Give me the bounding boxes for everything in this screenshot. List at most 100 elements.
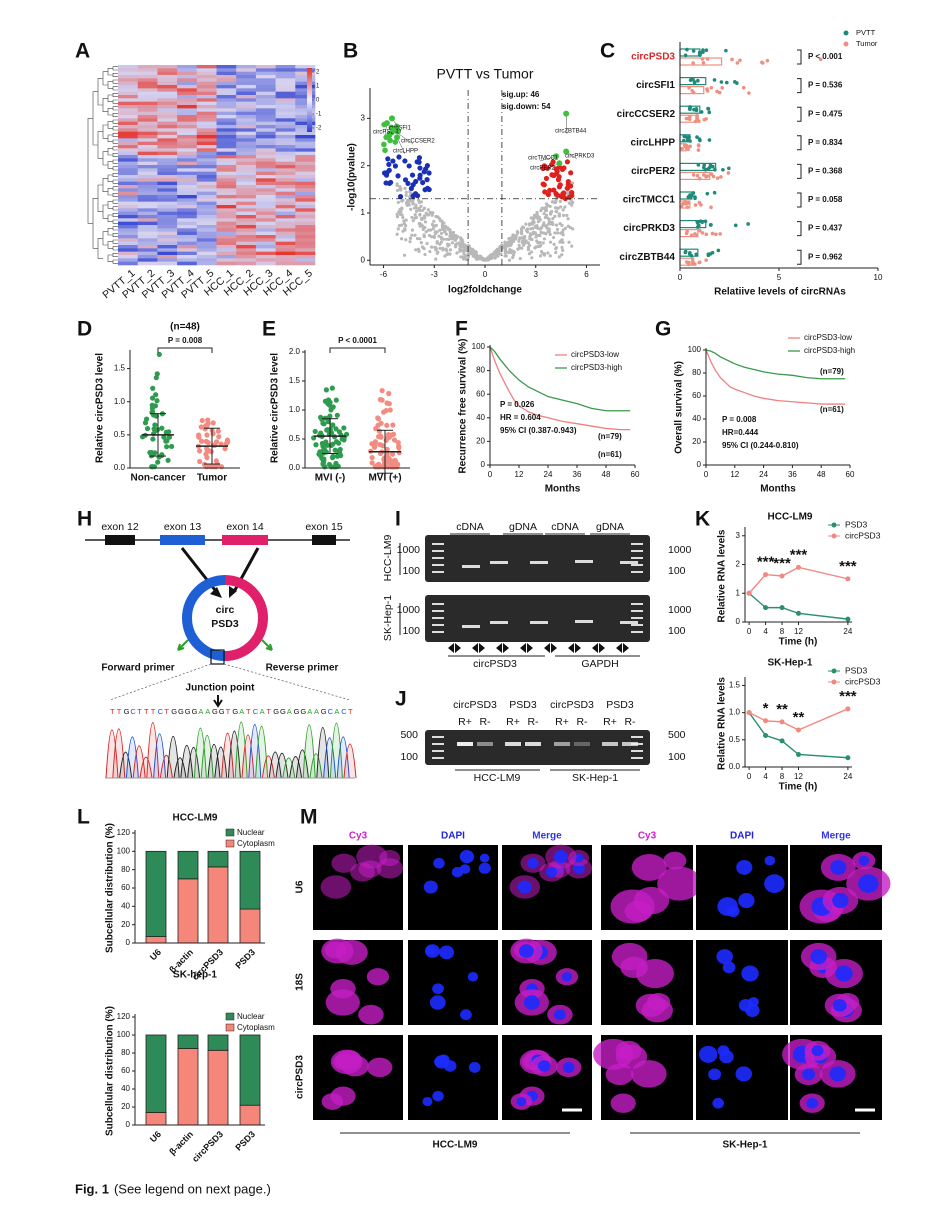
point bbox=[536, 226, 540, 230]
dendrogram-branch bbox=[107, 68, 113, 76]
y-tick-label: 1 bbox=[361, 208, 366, 217]
dot bbox=[715, 176, 720, 180]
dot bbox=[698, 219, 703, 224]
heatmap-cell bbox=[236, 245, 257, 249]
bar-segment bbox=[177, 1048, 199, 1126]
point bbox=[763, 572, 769, 578]
chart-title: PVTT vs Tumor bbox=[437, 66, 534, 82]
x-axis-label: Months bbox=[760, 484, 796, 495]
heatmap-cell bbox=[236, 68, 257, 72]
dot bbox=[324, 427, 330, 433]
dot bbox=[386, 455, 392, 462]
point bbox=[542, 189, 548, 195]
heatmap-cell bbox=[177, 68, 198, 72]
point bbox=[529, 216, 533, 220]
heatmap-cell bbox=[118, 115, 138, 119]
point bbox=[464, 254, 468, 258]
dot bbox=[695, 135, 699, 139]
heatmap-cell bbox=[177, 105, 198, 109]
point bbox=[396, 154, 402, 160]
point bbox=[410, 193, 416, 199]
heatmap-cell bbox=[177, 111, 198, 116]
base: C bbox=[130, 707, 136, 716]
dot bbox=[685, 229, 689, 234]
heatmap-cell bbox=[255, 81, 276, 86]
dot bbox=[384, 400, 390, 406]
y-tick-label: 20 bbox=[476, 437, 485, 446]
point bbox=[514, 234, 518, 238]
point bbox=[553, 214, 557, 218]
heatmap-cell bbox=[137, 111, 158, 116]
dot bbox=[696, 148, 701, 152]
cell-dapi bbox=[459, 850, 475, 864]
point bbox=[564, 185, 571, 191]
dot bbox=[386, 390, 392, 397]
heatmap-cell bbox=[196, 85, 217, 89]
heatmap-cell bbox=[255, 68, 276, 72]
heatmap-cell bbox=[137, 151, 158, 156]
heatmap-cell bbox=[196, 148, 217, 152]
bracket bbox=[797, 163, 802, 179]
dot bbox=[719, 80, 724, 84]
heatmap-cell bbox=[137, 165, 158, 169]
dot bbox=[685, 205, 690, 209]
point bbox=[413, 233, 417, 237]
heatmap-cell bbox=[295, 211, 316, 216]
heatmap-cell bbox=[196, 115, 217, 119]
point bbox=[479, 257, 483, 261]
dendrogram-branch bbox=[112, 86, 118, 91]
point bbox=[447, 243, 451, 247]
point bbox=[440, 225, 445, 229]
dot bbox=[680, 146, 684, 151]
exon bbox=[222, 535, 268, 545]
dot bbox=[163, 438, 169, 444]
heatmap-cell bbox=[157, 225, 178, 229]
cell-dapi bbox=[460, 1009, 472, 1021]
heatmap-cell bbox=[137, 215, 158, 219]
heatmap-cell bbox=[216, 238, 237, 242]
bar-segment bbox=[239, 1034, 261, 1106]
x-tick-label: 3 bbox=[534, 270, 539, 279]
point bbox=[382, 147, 388, 154]
point bbox=[437, 234, 441, 238]
heatmap-cell bbox=[157, 258, 178, 262]
dot bbox=[379, 397, 385, 403]
heatmap-cell bbox=[236, 108, 257, 112]
heatmap-cell bbox=[196, 225, 217, 229]
cell-cy3 bbox=[630, 1060, 667, 1088]
heatmap-cell bbox=[255, 235, 276, 239]
ladder-band bbox=[432, 624, 444, 626]
dot bbox=[369, 441, 375, 447]
point bbox=[548, 232, 552, 236]
point bbox=[417, 200, 422, 205]
point bbox=[423, 220, 427, 224]
ladder-band bbox=[631, 550, 643, 552]
heatmap-cell bbox=[177, 151, 198, 156]
column-label: cDNA bbox=[551, 521, 578, 533]
gene-label: circPSD3 bbox=[473, 658, 517, 670]
dendrogram-branch bbox=[112, 199, 118, 204]
heatmap-cell bbox=[157, 121, 178, 126]
heatmap-cell bbox=[196, 195, 217, 199]
dot bbox=[683, 249, 688, 254]
point bbox=[538, 254, 543, 258]
dot bbox=[215, 428, 221, 434]
point bbox=[397, 223, 402, 228]
x-tick-label: β-actin bbox=[167, 1129, 195, 1157]
heatmap-cell bbox=[177, 248, 198, 252]
dendrogram-branch bbox=[112, 126, 118, 131]
point bbox=[459, 238, 463, 242]
dot bbox=[375, 416, 382, 422]
dot bbox=[395, 461, 401, 467]
heatmap-cell bbox=[255, 188, 276, 192]
x-axis-label: log2foldchange bbox=[448, 285, 522, 296]
row-label: circLHPP bbox=[631, 137, 676, 148]
y-tick-label: 60 bbox=[692, 391, 701, 400]
x-tick-label: 8 bbox=[780, 772, 785, 781]
point bbox=[390, 158, 396, 164]
heatmap-cell bbox=[118, 258, 138, 262]
heatmap-cell bbox=[196, 198, 217, 202]
channel-label: Merge bbox=[532, 831, 562, 842]
heatmap-cell bbox=[216, 88, 237, 92]
ladder-band bbox=[631, 757, 643, 759]
